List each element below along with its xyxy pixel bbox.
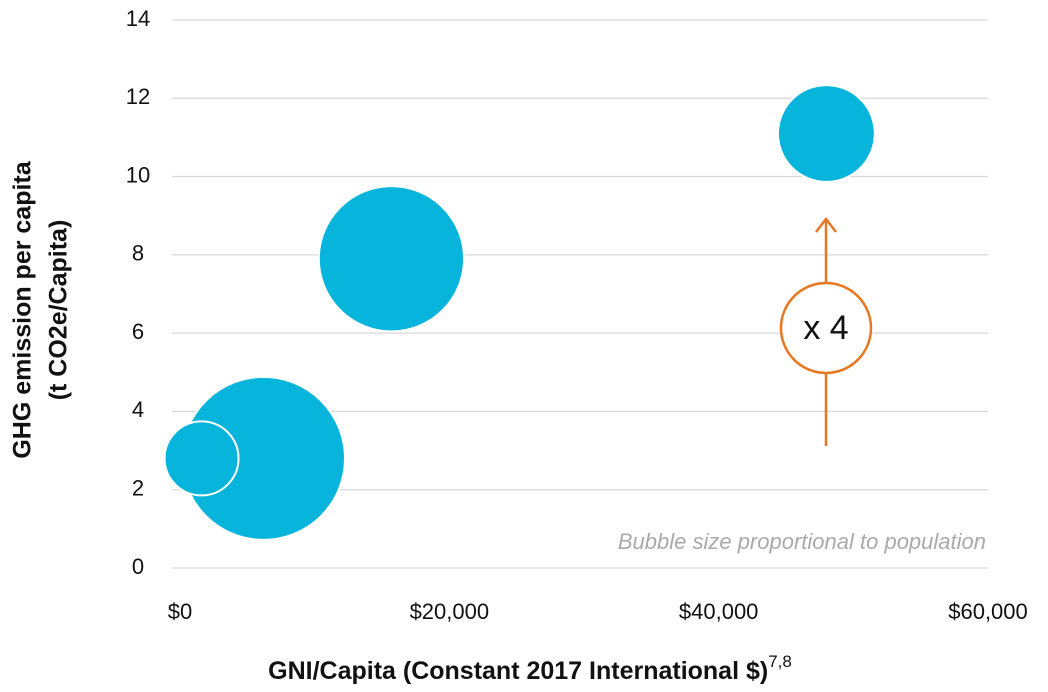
y-axis-title-line: GHG emission per capita — [9, 160, 37, 458]
y-axis-title: GHG emission per capita (t CO2e/Capita) — [9, 160, 73, 458]
y-tick-label: 8 — [132, 241, 144, 266]
bubble — [776, 84, 876, 183]
y-tick-label: 2 — [132, 476, 144, 501]
x-tick-label: $60,000 — [948, 599, 1028, 624]
x-tick-label: $20,000 — [410, 599, 490, 624]
y-tick-label: 6 — [132, 319, 144, 344]
x-axis-title: GNI/Capita (Constant 2017 International … — [268, 652, 792, 684]
y-tick-label: 10 — [126, 162, 150, 187]
x-axis-title-superscript: 7,8 — [768, 652, 792, 671]
y-tick-label: 0 — [132, 554, 144, 579]
y-axis-title-line: (t CO2e/Capita) — [45, 220, 73, 401]
arrow-head — [815, 216, 837, 233]
y-tick-label: 4 — [132, 397, 144, 422]
bubble — [317, 185, 466, 333]
x-axis-title-main: GNI/Capita (Constant 2017 International … — [268, 657, 768, 685]
annotation-label: x 4 — [803, 309, 848, 347]
annotation-circle — [779, 281, 873, 375]
x-tick-label: $40,000 — [679, 599, 759, 624]
x-tick-label: $0 — [168, 599, 192, 624]
bubble — [163, 420, 240, 497]
y-tick-label: 12 — [126, 84, 150, 109]
y-tick-label: 14 — [126, 6, 150, 31]
note: Bubble size proportional to population — [618, 529, 986, 554]
